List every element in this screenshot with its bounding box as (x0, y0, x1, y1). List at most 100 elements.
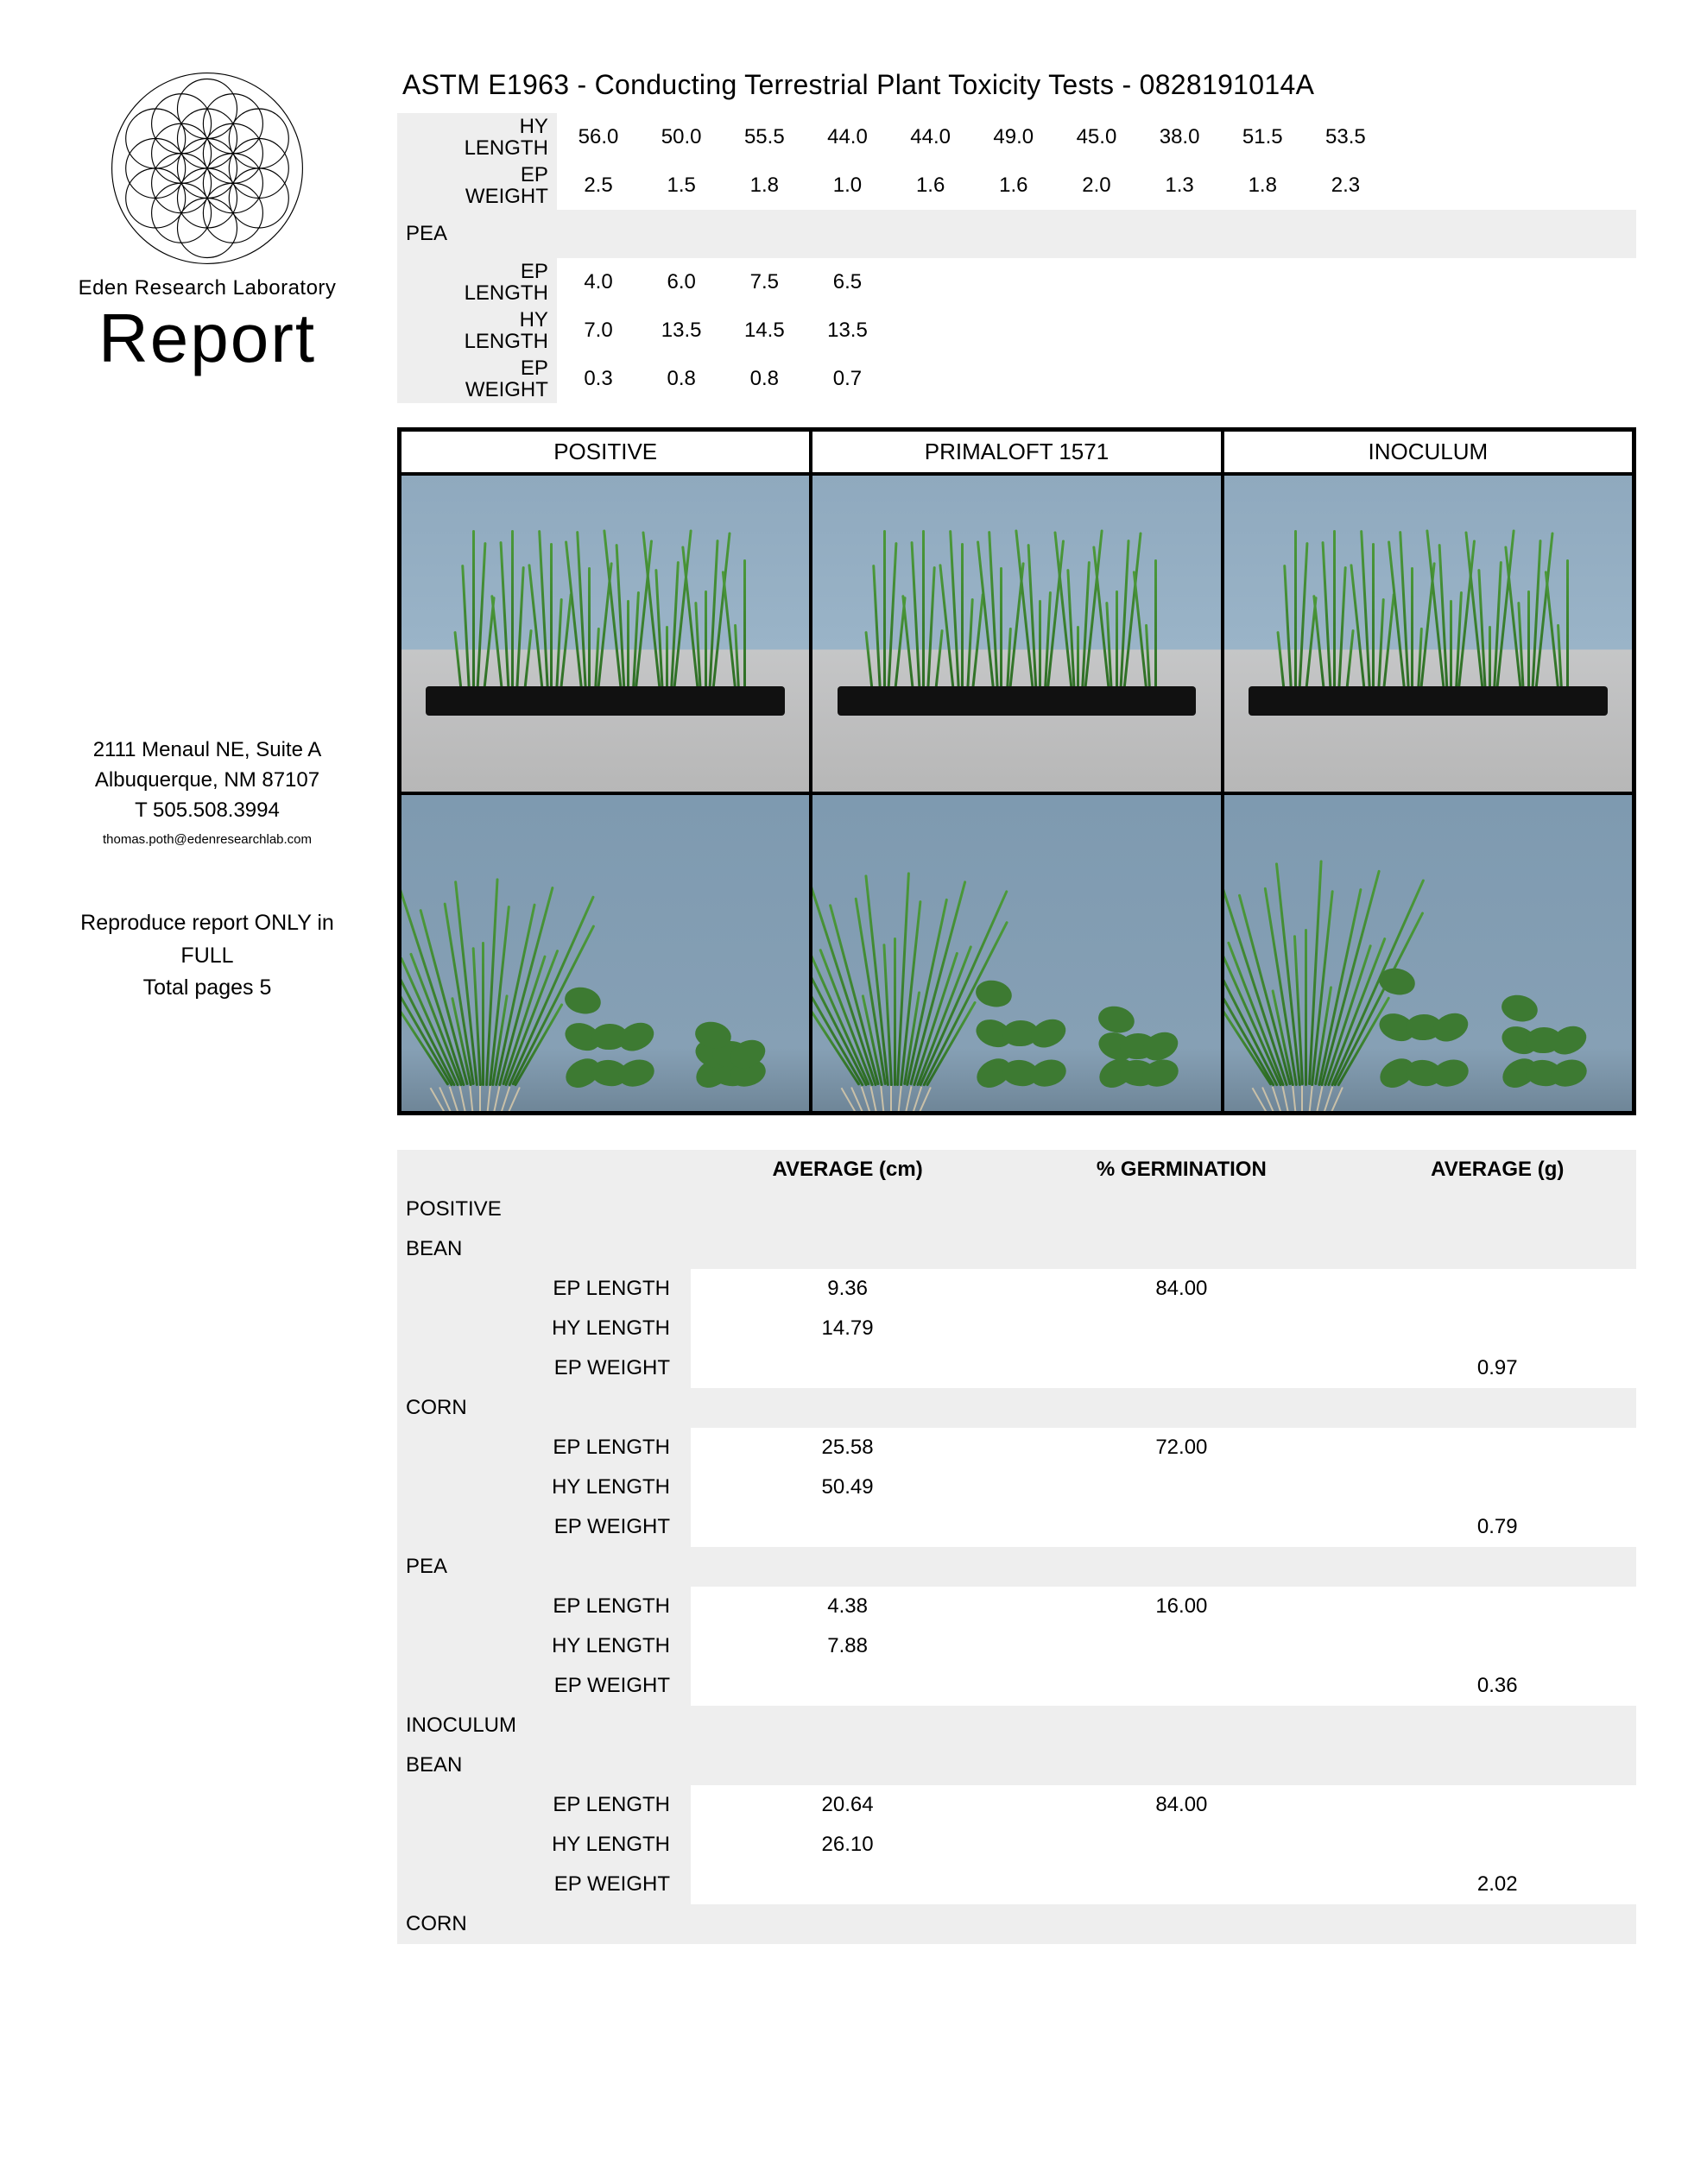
row-label: HY LENGTH (397, 1825, 691, 1865)
value-cell: 13.5 (640, 306, 723, 355)
table-row: CORN (397, 1904, 1636, 1944)
value-cell: 44.0 (806, 113, 888, 161)
value-cell: 7.0 (557, 306, 640, 355)
value-cell: 38.0 (1138, 113, 1221, 161)
column-header: AVERAGE (g) (1359, 1150, 1636, 1190)
plant-broadleaf (1379, 934, 1469, 1086)
value-cell: 16.00 (1004, 1587, 1358, 1626)
value-cell (1359, 1904, 1636, 1944)
report-heading: Report (52, 304, 363, 373)
row-label: EP LENGTH (397, 1587, 691, 1626)
value-cell (1553, 355, 1636, 403)
value-cell (691, 1865, 1004, 1904)
value-cell (1004, 1666, 1358, 1706)
value-cell: 45.0 (1055, 113, 1138, 161)
table-row: EPLENGTH4.06.07.56.5 (397, 258, 1636, 306)
value-cell: 2.3 (1304, 161, 1387, 210)
table-row: PEA (397, 210, 1636, 258)
value-cell (1004, 1190, 1358, 1229)
table-row: HY LENGTH7.88 (397, 1626, 1636, 1666)
value-cell (1359, 1428, 1636, 1468)
photo-grid: POSITIVE PRIMALOFT 1571 INOCULUM (397, 427, 1636, 1115)
value-cell (1004, 1229, 1358, 1269)
section-label: PEA (397, 1547, 691, 1587)
table-row: HY LENGTH14.79 (397, 1309, 1636, 1348)
value-cell (1470, 161, 1553, 210)
table-header-row: AVERAGE (cm)% GERMINATIONAVERAGE (g) (397, 1150, 1636, 1190)
photo-grid-row-trays (400, 474, 1634, 793)
table-row: EP LENGTH4.3816.00 (397, 1587, 1636, 1626)
plant-broadleaf-small (695, 1023, 752, 1086)
measurements-table: HYLENGTH56.050.055.544.044.049.045.038.0… (397, 113, 1636, 403)
section-label: CORN (397, 1388, 691, 1428)
value-cell (1004, 1388, 1358, 1428)
value-cell: 2.5 (557, 161, 640, 210)
value-cell (1359, 1468, 1636, 1507)
value-cell (1055, 258, 1138, 306)
email: thomas.poth@edenresearchlab.com (52, 832, 363, 847)
value-cell (691, 1348, 1004, 1388)
value-cell: 53.5 (1304, 113, 1387, 161)
table-row: EPWEIGHT0.30.80.80.7 (397, 355, 1636, 403)
value-cell (1004, 1825, 1358, 1865)
value-cell (691, 1666, 1004, 1706)
value-cell (1004, 1904, 1358, 1944)
value-cell (1359, 1587, 1636, 1626)
reproduce-line-1: Reproduce report ONLY in (52, 907, 363, 940)
value-cell (1304, 258, 1387, 306)
value-cell (691, 1190, 1004, 1229)
photo-header: INOCULUM (1223, 430, 1634, 474)
plant-illustration (862, 520, 1172, 691)
value-cell (1470, 258, 1553, 306)
value-cell (1470, 355, 1553, 403)
photo-grid-header-row: POSITIVE PRIMALOFT 1571 INOCULUM (400, 430, 1634, 474)
value-cell (1387, 161, 1470, 210)
row-label: EP LENGTH (397, 1785, 691, 1825)
plant-broadleaf-small (1098, 997, 1172, 1085)
value-cell (1359, 1825, 1636, 1865)
value-cell: 2.02 (1359, 1865, 1636, 1904)
value-cell: 13.5 (806, 306, 888, 355)
section-label: INOCULUM (397, 1706, 691, 1745)
value-cell: 0.97 (1359, 1348, 1636, 1388)
value-cell: 84.00 (1004, 1785, 1358, 1825)
section-label: BEAN (397, 1745, 691, 1785)
value-cell: 56.0 (557, 113, 640, 161)
value-cell (1055, 355, 1138, 403)
main-content: ASTM E1963 - Conducting Terrestrial Plan… (397, 69, 1636, 1944)
row-label: EPWEIGHT (397, 355, 557, 403)
value-cell (1304, 355, 1387, 403)
value-cell (1359, 1190, 1636, 1229)
value-cell (1553, 258, 1636, 306)
value-cell (1138, 355, 1221, 403)
section-label: CORN (397, 1904, 691, 1944)
value-cell: 14.79 (691, 1309, 1004, 1348)
value-cell (1004, 1706, 1358, 1745)
table-row: PEA (397, 1547, 1636, 1587)
flower-of-life-logo (108, 69, 307, 268)
value-cell (889, 355, 972, 403)
value-cell: 50.0 (640, 113, 723, 161)
value-cell: 1.0 (806, 161, 888, 210)
section-label: POSITIVE (397, 1190, 691, 1229)
photo-header: POSITIVE (400, 430, 811, 474)
value-cell (972, 258, 1055, 306)
value-cell: 20.64 (691, 1785, 1004, 1825)
value-cell (1387, 258, 1470, 306)
value-cell (1004, 1547, 1358, 1587)
value-cell (1304, 306, 1387, 355)
table-row: EP WEIGHT0.97 (397, 1348, 1636, 1388)
value-cell: 0.3 (557, 355, 640, 403)
value-cell: 14.5 (723, 306, 806, 355)
value-cell: 25.58 (691, 1428, 1004, 1468)
photo-tray-inoculum (1223, 474, 1634, 793)
row-label: HY LENGTH (397, 1468, 691, 1507)
sidebar: Eden Research Laboratory Report 2111 Men… (52, 69, 363, 1944)
column-header: % GERMINATION (1004, 1150, 1358, 1190)
value-cell (1359, 1388, 1636, 1428)
value-cell (889, 306, 972, 355)
value-cell: 26.10 (691, 1825, 1004, 1865)
value-cell: 84.00 (1004, 1269, 1358, 1309)
photo-harvest-primaloft (811, 793, 1222, 1113)
table-row: HY LENGTH26.10 (397, 1825, 1636, 1865)
